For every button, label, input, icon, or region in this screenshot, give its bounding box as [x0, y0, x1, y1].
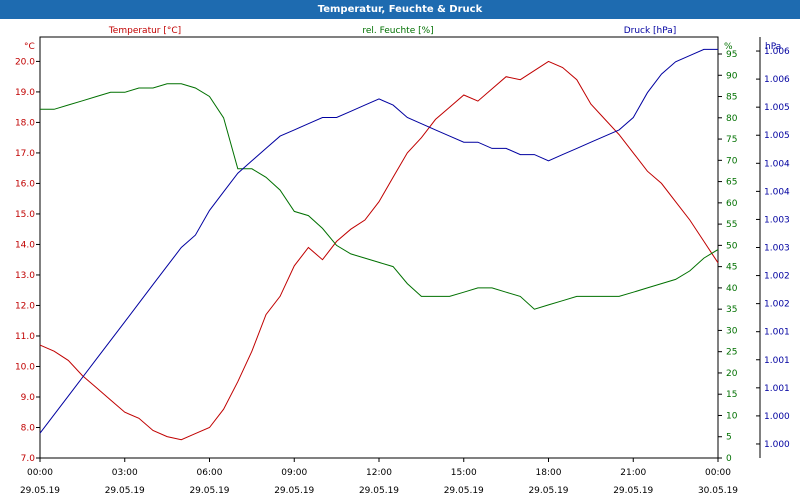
x-tick-label-time: 18:00	[536, 468, 562, 478]
x-tick-label-date: 29.05.19	[20, 486, 60, 496]
y-right2-tick-label: 1.003	[764, 244, 790, 254]
pressure-line	[39, 48, 718, 434]
y-right1-tick-label: 90	[726, 71, 738, 81]
y-right2-tick-label: 1.006	[764, 75, 790, 85]
y-left-tick-label: 9.0	[21, 393, 36, 403]
x-tick-label-time: 00:00	[705, 468, 731, 478]
y-right2-tick-label: 1.005	[764, 103, 790, 113]
window-title: Temperatur, Feuchte & Druck	[0, 0, 800, 19]
axes	[36, 36, 761, 462]
y-right2-tick-label: 1.002	[764, 300, 790, 310]
y-right2-tick-label: 1.001	[764, 328, 790, 338]
y-right1-unit: %	[724, 42, 733, 52]
x-tick-label-time: 06:00	[197, 468, 223, 478]
x-tick-label-date: 29.05.19	[189, 486, 229, 496]
y-left-tick-label: 12.0	[15, 301, 35, 311]
x-tick-label-time: 03:00	[112, 468, 138, 478]
y-right1-tick-label: 20	[726, 369, 738, 379]
x-tick-label-time: 12:00	[366, 468, 392, 478]
y-left-tick-label: 19.0	[15, 88, 35, 98]
y-left-tick-label: 11.0	[15, 332, 35, 342]
y-right2-tick-label: 1.004	[764, 159, 790, 169]
pressure-axis-title: Druck [hPa]	[624, 26, 677, 36]
y-right1-tick-label: 65	[726, 178, 737, 188]
y-right1-tick-label: 50	[726, 241, 738, 251]
y-right1-tick-label: 85	[726, 93, 737, 103]
y-right2-tick-label: 1.006	[764, 47, 790, 57]
x-tick-label-time: 00:00	[27, 468, 53, 478]
y-right1-tick-label: 30	[726, 326, 738, 336]
y-right2-tick-label: 1.003	[764, 215, 790, 225]
y-right1-tick-label: 15	[726, 390, 737, 400]
chart: 00:00 29.05.19 03:00 29.05.19 06:00 29.05.19 0…	[15, 26, 790, 496]
x-tick-label-date: 29.05.19	[613, 486, 653, 496]
y-right2-tick-label: 1.001	[764, 356, 790, 366]
y-left-tick-label: 14.0	[15, 240, 35, 250]
x-tick-label-time: 15:00	[451, 468, 477, 478]
humidity-line	[40, 83, 719, 310]
y-right2-tick-label: 1.000	[764, 440, 790, 450]
y-right2-tick-label: 1.001	[764, 384, 790, 394]
x-tick-label-date: 29.05.19	[528, 486, 568, 496]
plot-frame	[39, 36, 719, 459]
humidity-axis-title: rel. Feuchte [%]	[362, 26, 433, 36]
y-right2-tick-label: 1.005	[764, 131, 790, 141]
y-right2-unit: hPa	[765, 42, 781, 52]
temperature-axis-title: Temperatur [°C]	[108, 26, 181, 36]
y-right2-tick-label: 1.002	[764, 272, 790, 282]
y-right1-tick-label: 45	[726, 263, 737, 273]
y-right1-tick-label: 25	[726, 348, 737, 358]
y-left-tick-label: 20.0	[15, 57, 35, 67]
y-right1-tick-label: 10	[726, 411, 738, 421]
y-right1-tick-label: 95	[726, 50, 737, 60]
x-tick-label-time: 21:00	[620, 468, 646, 478]
y-right1-tick-label: 80	[726, 114, 738, 124]
y-left-tick-label: 17.0	[15, 149, 35, 159]
x-tick-label-date: 29.05.19	[359, 486, 399, 496]
y-left-tick-label: 15.0	[15, 210, 35, 220]
y-right1-tick-label: 75	[726, 135, 737, 145]
temperature-line	[39, 60, 719, 441]
y-right1-tick-label: 40	[726, 284, 738, 294]
y-left-tick-label: 16.0	[15, 179, 35, 189]
y-left-tick-label: 18.0	[15, 118, 35, 128]
x-tick-label-date: 29.05.19	[274, 486, 314, 496]
y-right1-tick-label: 60	[726, 199, 738, 209]
y-right1-tick-label: 55	[726, 220, 737, 230]
y-right1-tick-label: 35	[726, 305, 737, 315]
y-left-tick-label: 13.0	[15, 271, 35, 281]
x-tick-label-date: 29.05.19	[105, 486, 145, 496]
y-left-tick-label: 7.0	[21, 454, 36, 464]
x-tick-label-date: 30.05.19	[698, 486, 738, 496]
y-left-unit: °C	[24, 42, 35, 52]
y-left-tick-label: 8.0	[21, 423, 36, 433]
y-left-tick-label: 10.0	[15, 362, 35, 372]
y-right2-tick-label: 1.000	[764, 412, 790, 422]
y-right1-tick-label: 0	[726, 454, 732, 464]
y-right1-tick-label: 70	[726, 156, 738, 166]
series	[39, 48, 719, 441]
y-right2-tick-label: 1.004	[764, 187, 790, 197]
axis-labels: 00:00 29.05.19 03:00 29.05.19 06:00 29.05.19 0…	[15, 26, 790, 496]
x-tick-label-time: 09:00	[281, 468, 307, 478]
y-right1-tick-label: 5	[726, 433, 732, 443]
x-tick-label-date: 29.05.19	[444, 486, 484, 496]
